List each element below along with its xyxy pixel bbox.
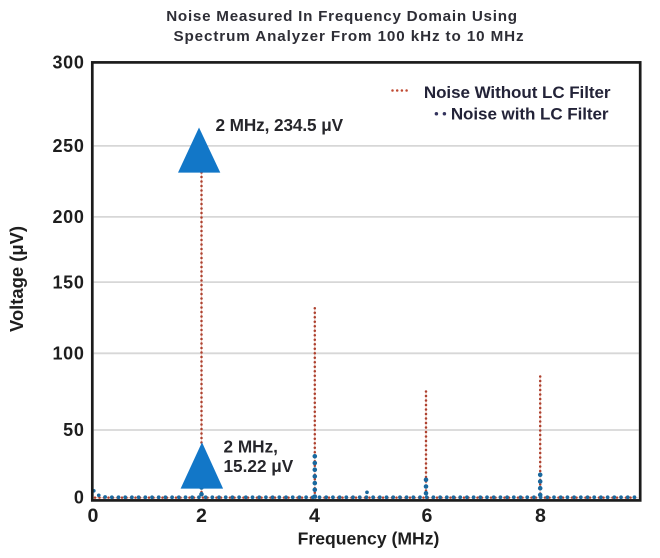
svg-text:Noise with LC Filter: Noise with LC Filter (451, 105, 609, 124)
svg-text:2: 2 (196, 505, 207, 527)
svg-text:Noise Without LC Filter: Noise Without LC Filter (424, 83, 611, 102)
svg-text:Noise Measured In Frequency Do: Noise Measured In Frequency Domain Using (166, 8, 518, 25)
svg-text:2 MHz,: 2 MHz, (224, 436, 278, 456)
svg-text:Frequency (MHz): Frequency (MHz) (298, 528, 440, 548)
svg-text:Spectrum Analyzer From 100 kHz: Spectrum Analyzer From 100 kHz to 10 MHz (173, 28, 524, 45)
svg-text:15.22 μV: 15.22 μV (224, 456, 294, 476)
svg-text:300: 300 (53, 53, 85, 73)
svg-text:8: 8 (535, 505, 546, 527)
svg-text:150: 150 (53, 272, 85, 292)
svg-text:200: 200 (53, 207, 85, 227)
svg-text:6: 6 (422, 505, 433, 527)
svg-text:0: 0 (88, 505, 99, 527)
svg-text:2 MHz, 234.5 μV: 2 MHz, 234.5 μV (216, 115, 344, 135)
svg-text:Voltage (μV): Voltage (μV) (6, 226, 27, 332)
svg-text:0: 0 (74, 488, 85, 508)
svg-text:4: 4 (309, 505, 320, 527)
svg-text:50: 50 (63, 420, 84, 440)
svg-text:250: 250 (53, 136, 85, 156)
svg-text:100: 100 (53, 344, 85, 364)
